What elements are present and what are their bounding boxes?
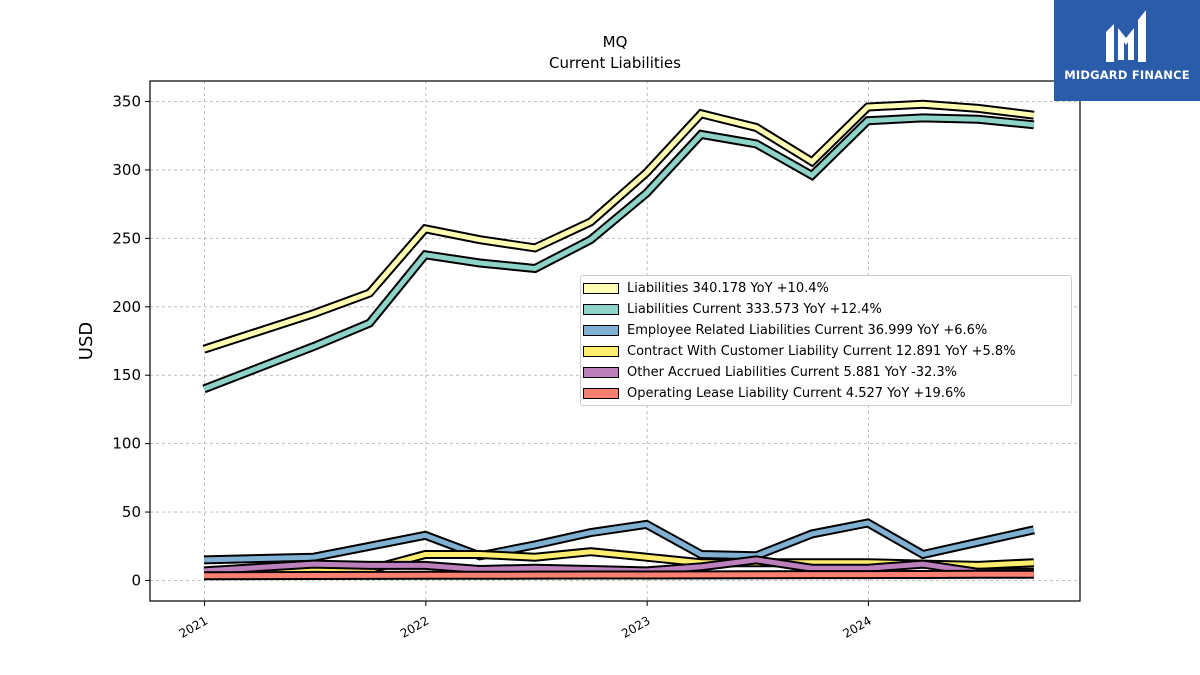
- legend-label: Liabilities 340.178 YoY +10.4%: [627, 280, 829, 296]
- x-tick-label: 2021: [177, 613, 210, 640]
- legend-item-liabilities: Liabilities 340.178 YoY +10.4%: [583, 278, 829, 298]
- legend-swatch: [583, 366, 619, 378]
- y-axis-label: USD: [76, 322, 97, 360]
- y-tick-label: 300: [112, 161, 141, 179]
- legend-item-contract-with-customer: Contract With Customer Liability Current…: [583, 341, 1016, 361]
- y-tick-label: 0: [131, 571, 141, 589]
- brand-logo: MIDGARD FINANCE: [1054, 0, 1200, 101]
- legend-item-other-accrued: Other Accrued Liabilities Current 5.881 …: [583, 362, 957, 382]
- series-operating-lease-liability-current: [203, 569, 1034, 581]
- legend-label: Contract With Customer Liability Current…: [627, 343, 1016, 359]
- legend: Liabilities 340.178 YoY +10.4% Liabiliti…: [580, 275, 1072, 406]
- series-line: [203, 115, 1035, 392]
- legend-label: Operating Lease Liability Current 4.527 …: [627, 385, 966, 401]
- series-layer: [202, 99, 1035, 581]
- legend-item-liabilities-current: Liabilities Current 333.573 YoY +12.4%: [583, 299, 882, 319]
- series-line: [203, 571, 1034, 579]
- series-line: [203, 101, 1035, 352]
- y-tick-label: 50: [122, 503, 141, 521]
- x-tick-label: 2023: [619, 613, 652, 640]
- brand-name: MIDGARD FINANCE: [1064, 68, 1190, 82]
- legend-swatch: [583, 387, 619, 399]
- legend-swatch: [583, 282, 619, 294]
- series-liabilities-current: [202, 113, 1035, 394]
- plot-frame: [149, 80, 1081, 602]
- legend-swatch: [583, 345, 619, 357]
- chart-title: MQ: [603, 33, 628, 51]
- legend-label: Other Accrued Liabilities Current 5.881 …: [627, 364, 958, 380]
- legend-swatch: [583, 324, 619, 336]
- series-employee-related-liabilities-current: [203, 518, 1035, 565]
- legend-label: Liabilities Current 333.573 YoY +12.4%: [627, 301, 882, 317]
- x-tick-label: 2022: [398, 613, 431, 640]
- y-tick-label: 350: [112, 93, 141, 111]
- legend-swatch: [583, 303, 619, 315]
- y-tick-label: 250: [112, 229, 141, 247]
- y-tick-label: 200: [112, 298, 141, 316]
- x-tick-label: 2024: [840, 613, 873, 640]
- series-line: [203, 520, 1035, 563]
- midgard-m-logo-icon: [1106, 10, 1146, 62]
- series-liabilities: [202, 99, 1035, 354]
- chart-subtitle: Current Liabilities: [549, 54, 681, 72]
- legend-item-operating-lease: Operating Lease Liability Current 4.527 …: [583, 383, 966, 403]
- y-tick-label: 150: [112, 366, 141, 384]
- y-tick-label: 100: [112, 435, 141, 453]
- legend-label: Employee Related Liabilities Current 36.…: [627, 322, 988, 338]
- legend-item-employee-related: Employee Related Liabilities Current 36.…: [583, 320, 987, 340]
